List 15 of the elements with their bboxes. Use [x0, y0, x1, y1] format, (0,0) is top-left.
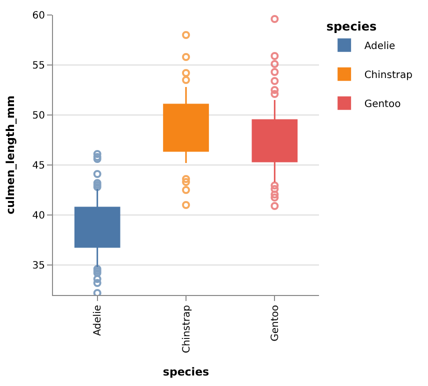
y-tick-label: 55	[32, 60, 45, 72]
legend-label: Adelie	[364, 41, 396, 52]
x-tick-label: Gentoo	[270, 305, 281, 342]
legend-title: species	[326, 20, 377, 34]
x-axis-title: species	[162, 365, 210, 378]
y-tick-label: 60	[32, 10, 45, 22]
y-tick-label: 40	[32, 210, 45, 222]
y-tick-label: 50	[32, 110, 45, 122]
x-tick-label: Adelie	[92, 305, 104, 336]
x-tick-label: Chinstrap	[181, 305, 192, 354]
y-tick-label: 45	[32, 160, 45, 172]
y-axis-title: culmen_length_mm	[4, 96, 17, 214]
legend-label: Gentoo	[364, 99, 401, 110]
legend-label: Chinstrap	[364, 70, 412, 81]
y-tick-label: 35	[32, 260, 45, 272]
